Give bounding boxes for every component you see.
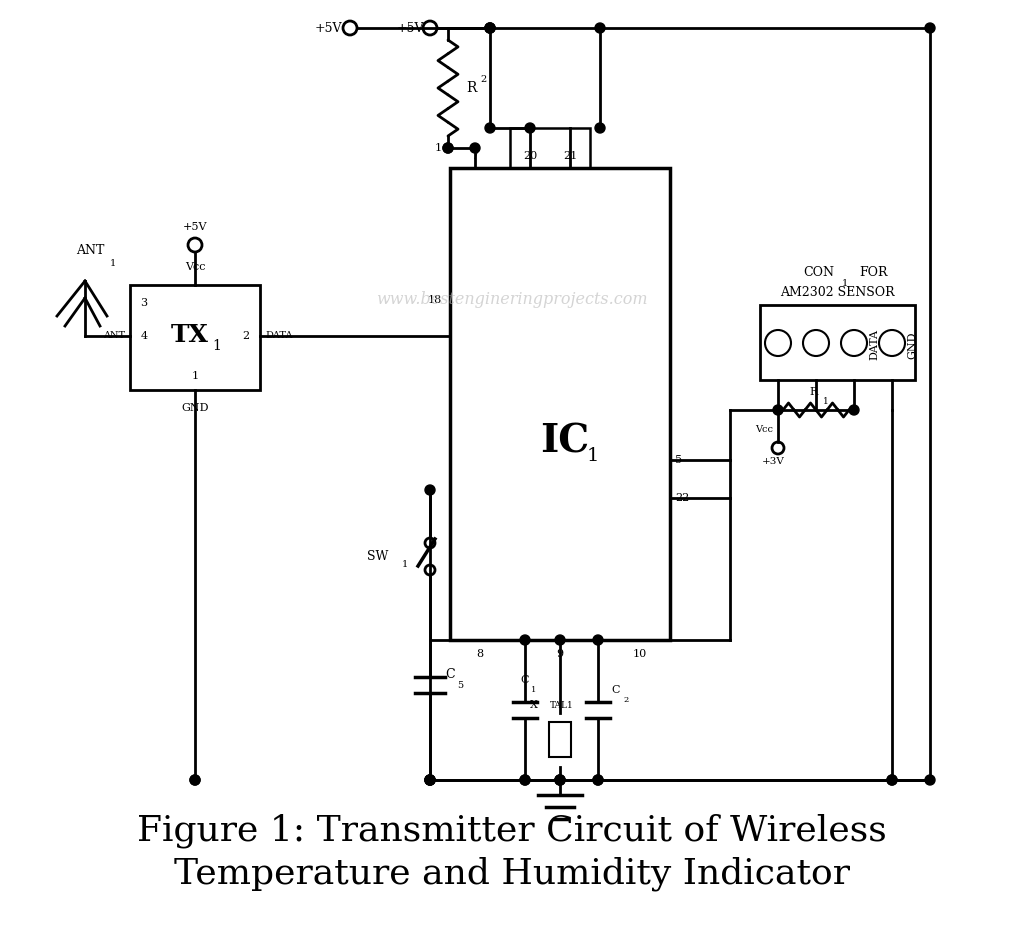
Bar: [450, 168, 670, 640]
Circle shape: [443, 143, 453, 153]
Text: Figure 1: Transmitter Circuit of Wireless
Temperature and Humidity Indicator: Figure 1: Transmitter Circuit of Wireles…: [137, 814, 887, 891]
Circle shape: [425, 775, 435, 785]
Circle shape: [595, 23, 605, 33]
Text: FOR: FOR: [859, 267, 888, 280]
Text: TX: TX: [171, 323, 209, 347]
Text: 22: 22: [675, 493, 689, 503]
Bar: [130, 285, 260, 390]
Text: 4: 4: [140, 331, 147, 341]
Circle shape: [520, 775, 530, 785]
Text: 1: 1: [213, 339, 221, 353]
Circle shape: [485, 23, 495, 33]
Circle shape: [425, 775, 435, 785]
Circle shape: [425, 775, 435, 785]
Circle shape: [773, 405, 783, 415]
Text: 1: 1: [842, 279, 848, 287]
Circle shape: [595, 123, 605, 133]
Text: +3V: +3V: [762, 458, 784, 467]
Text: 1: 1: [823, 398, 828, 406]
Text: 2: 2: [480, 75, 486, 85]
Text: ANT: ANT: [76, 244, 104, 257]
Text: IC: IC: [540, 423, 589, 460]
Bar: [760, 305, 915, 380]
Text: 10: 10: [633, 649, 647, 659]
Bar: [510, 128, 590, 168]
Text: 7: 7: [471, 151, 478, 161]
Circle shape: [485, 23, 495, 33]
Text: C: C: [445, 668, 455, 681]
Text: CON: CON: [804, 267, 835, 280]
Circle shape: [555, 775, 565, 785]
Circle shape: [485, 23, 495, 33]
Circle shape: [555, 775, 565, 785]
Text: 1: 1: [110, 259, 116, 268]
Text: 18: 18: [428, 295, 442, 305]
Text: C: C: [521, 675, 529, 685]
Text: +5V: +5V: [314, 21, 342, 34]
Circle shape: [925, 775, 935, 785]
Circle shape: [443, 143, 453, 153]
Text: AM2302 SENSOR: AM2302 SENSOR: [779, 286, 894, 299]
Text: TAL1: TAL1: [550, 701, 573, 709]
Circle shape: [593, 775, 603, 785]
Circle shape: [593, 635, 603, 645]
Text: 2: 2: [243, 331, 250, 341]
Text: GND: GND: [907, 331, 918, 359]
Text: R: R: [466, 81, 476, 95]
Circle shape: [925, 23, 935, 33]
Circle shape: [555, 775, 565, 785]
Text: +5V: +5V: [182, 222, 207, 232]
Text: 2: 2: [624, 696, 629, 704]
Circle shape: [593, 775, 603, 785]
Text: DATA: DATA: [265, 332, 293, 340]
Text: ANT: ANT: [102, 332, 125, 340]
Text: 5: 5: [457, 680, 463, 690]
Circle shape: [520, 775, 530, 785]
Text: Vcc: Vcc: [184, 262, 205, 272]
Text: www.bestengineringprojects.com: www.bestengineringprojects.com: [376, 292, 648, 308]
Text: Vcc: Vcc: [755, 426, 773, 434]
Circle shape: [525, 123, 535, 133]
Text: DATA: DATA: [869, 330, 879, 361]
Text: GND: GND: [181, 403, 209, 413]
Circle shape: [887, 775, 897, 785]
Text: 21: 21: [563, 151, 578, 161]
Text: +5V: +5V: [396, 21, 424, 34]
Text: 1: 1: [191, 371, 199, 381]
Text: 3: 3: [140, 298, 147, 308]
Circle shape: [520, 635, 530, 645]
Circle shape: [425, 485, 435, 495]
Circle shape: [470, 143, 480, 153]
Bar: [549, 722, 571, 757]
Text: 1: 1: [435, 143, 442, 153]
Text: X: X: [530, 700, 538, 710]
Text: 20: 20: [523, 151, 538, 161]
Text: 1: 1: [531, 686, 537, 694]
Circle shape: [190, 775, 200, 785]
Circle shape: [887, 775, 897, 785]
Circle shape: [190, 775, 200, 785]
Text: 1: 1: [586, 446, 599, 465]
Text: R: R: [810, 387, 818, 397]
Text: 5: 5: [675, 455, 682, 465]
Text: SW: SW: [367, 550, 388, 563]
Text: 9: 9: [556, 649, 563, 659]
Circle shape: [555, 635, 565, 645]
Text: C: C: [611, 685, 621, 695]
Circle shape: [425, 775, 435, 785]
Circle shape: [849, 405, 859, 415]
Text: 8: 8: [476, 649, 483, 659]
Circle shape: [485, 123, 495, 133]
Text: 1: 1: [401, 560, 408, 569]
